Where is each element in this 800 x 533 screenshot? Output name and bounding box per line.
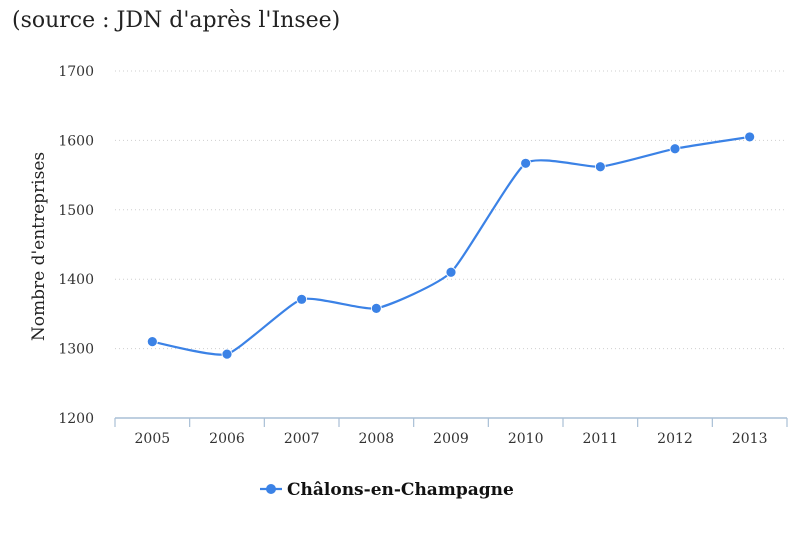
- x-tick-label: 2009: [433, 431, 469, 447]
- data-point: [221, 348, 233, 360]
- y-axis-label: Nombre d'entreprises: [29, 152, 49, 341]
- x-tick-label: 2011: [583, 431, 619, 447]
- x-tick-label: 2012: [657, 431, 693, 447]
- y-tick-label: 1200: [58, 411, 94, 427]
- data-point: [370, 302, 382, 314]
- data-point: [744, 131, 756, 143]
- series-line: [152, 135, 750, 356]
- y-tick-label: 1400: [58, 272, 94, 288]
- x-tick-label: 2005: [135, 431, 171, 447]
- y-tick-label: 1500: [58, 203, 94, 219]
- data-point: [520, 157, 532, 169]
- x-tick-label: 2007: [284, 431, 320, 447]
- x-tick-label: 2008: [359, 431, 395, 447]
- legend-marker: [266, 484, 276, 494]
- y-tick-label: 1700: [58, 64, 94, 80]
- x-tick-label: 2010: [508, 431, 544, 447]
- data-point: [296, 293, 308, 305]
- chart-subtitle: (source : JDN d'après l'Insee): [12, 8, 341, 33]
- data-point: [669, 143, 681, 155]
- y-tick-label: 1300: [58, 342, 94, 358]
- x-tick-label: 2006: [209, 431, 245, 447]
- data-point: [445, 266, 457, 278]
- data-point: [146, 336, 158, 348]
- data-point: [594, 161, 606, 173]
- x-tick-label: 2013: [732, 431, 768, 447]
- y-tick-label: 1600: [58, 133, 94, 149]
- legend-label: Châlons-en-Champagne: [287, 480, 514, 500]
